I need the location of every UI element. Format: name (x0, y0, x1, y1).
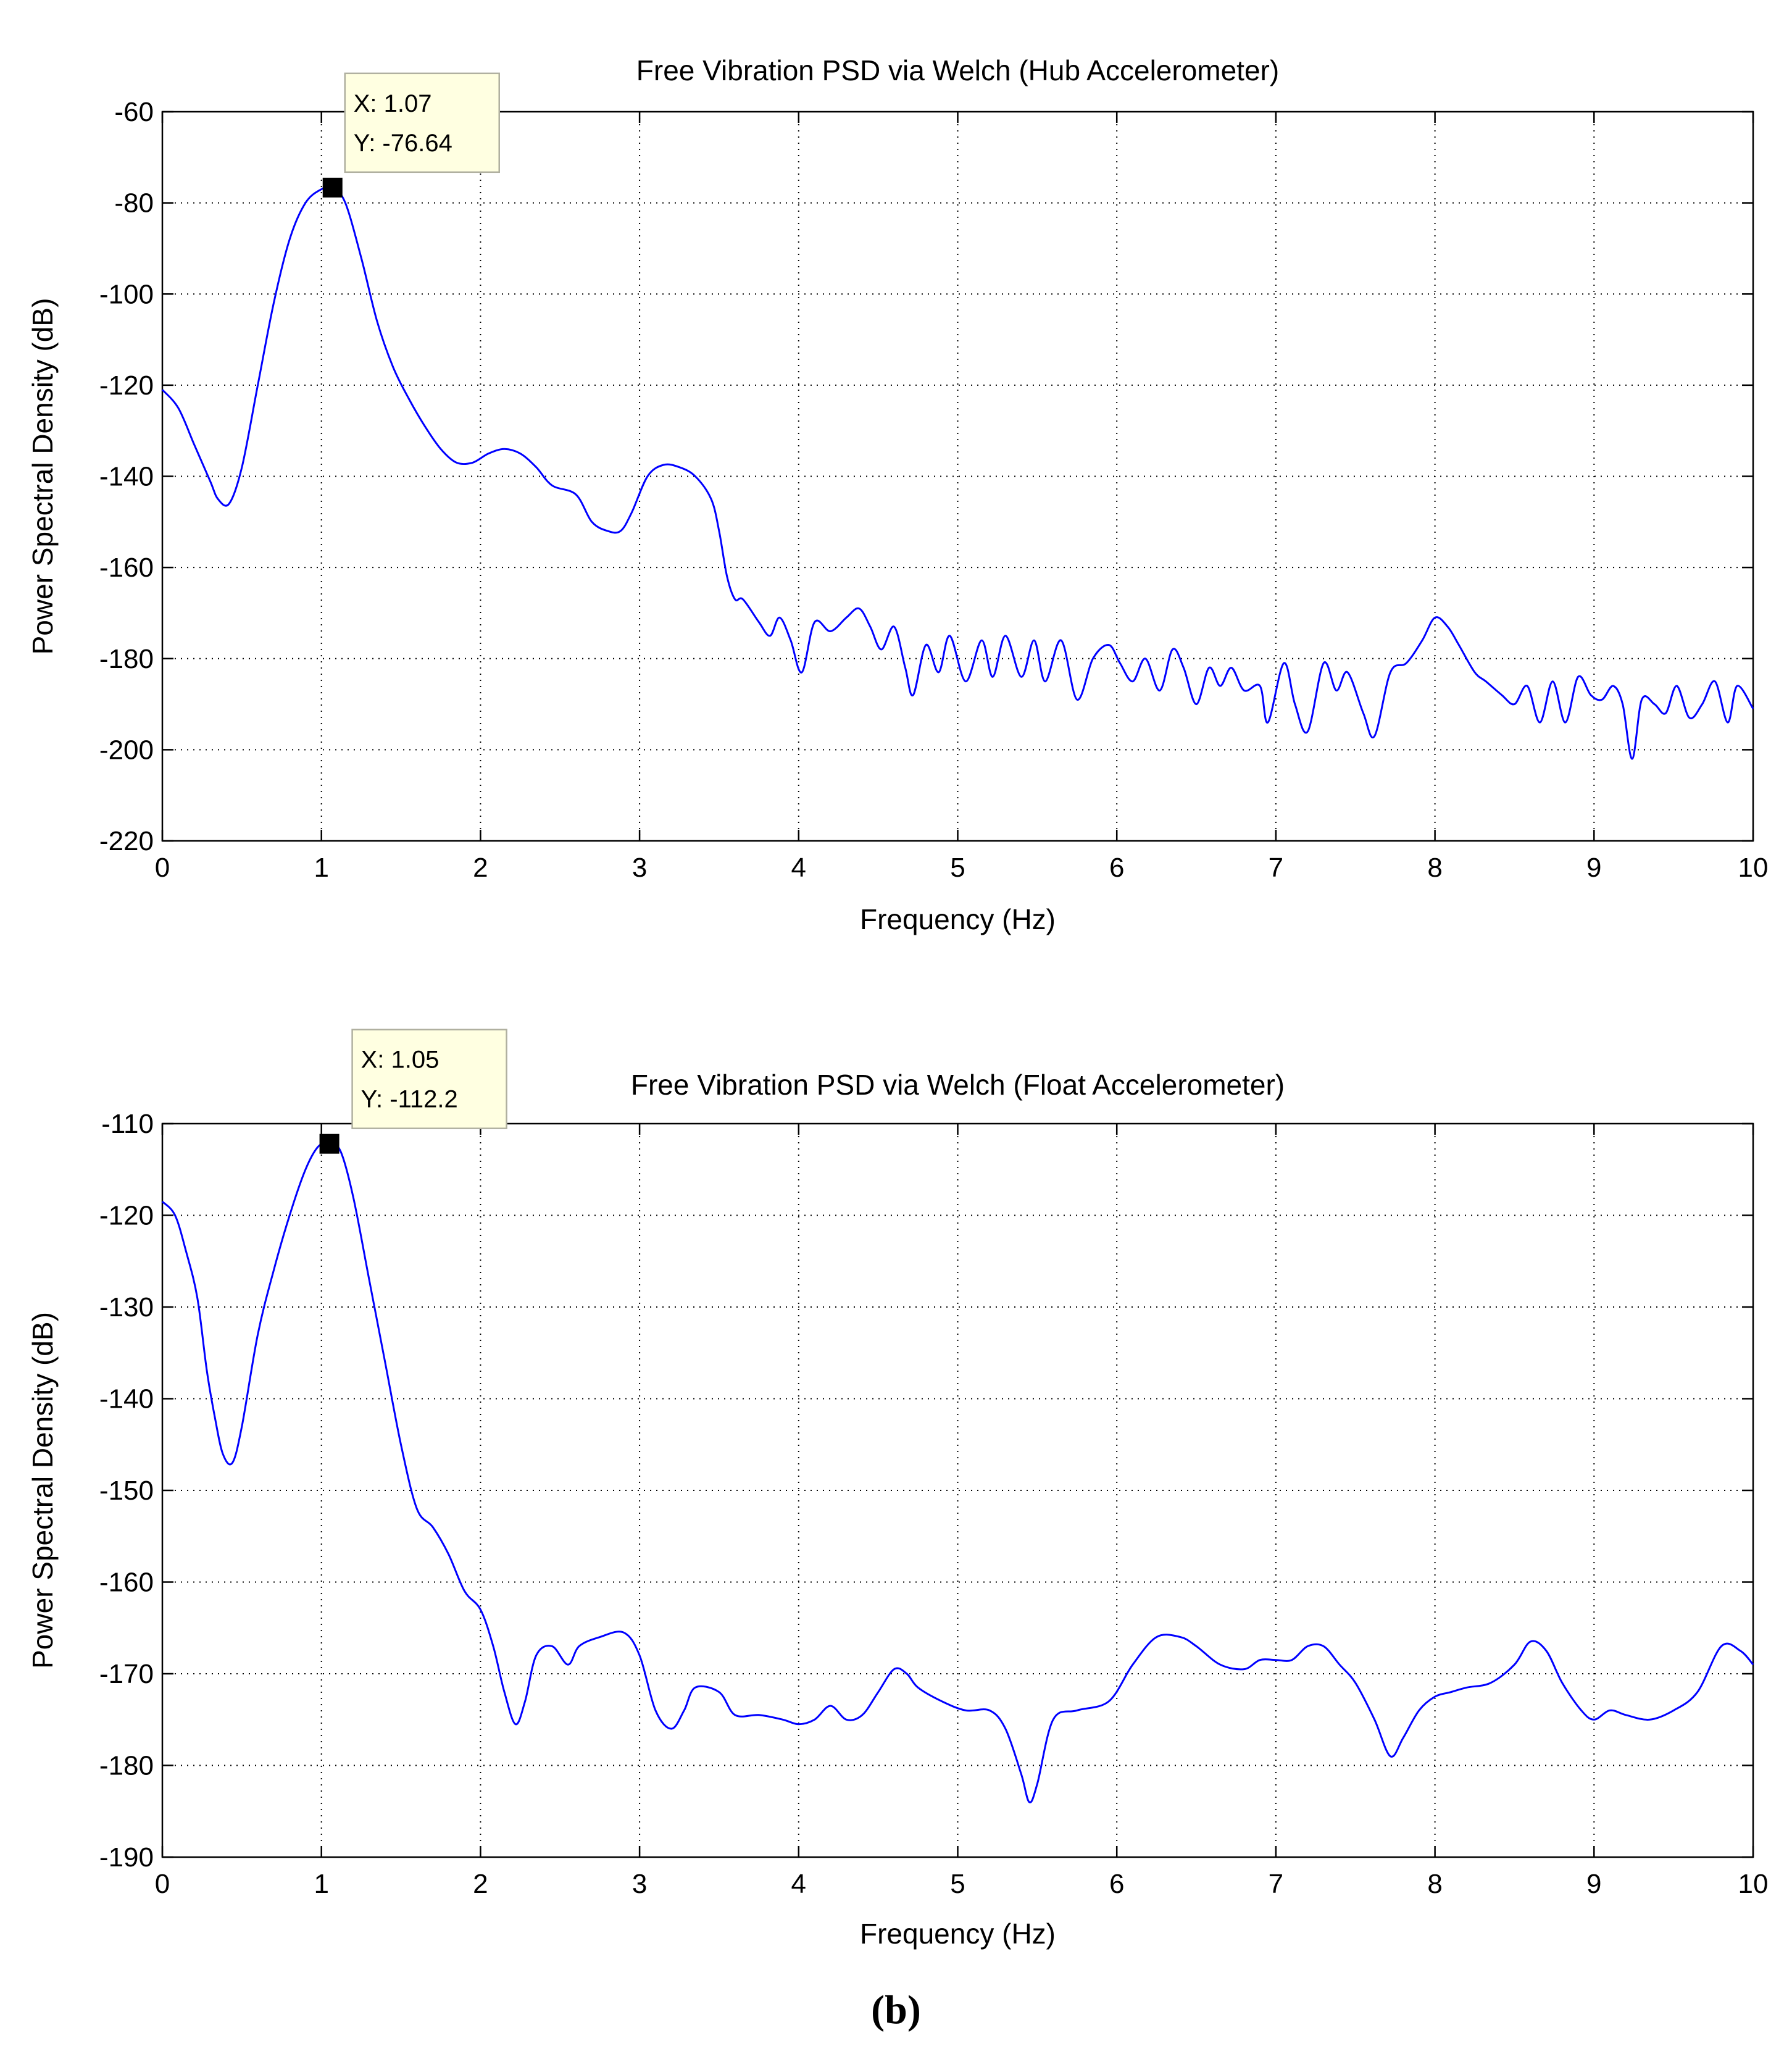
y-tick-label: -180 (99, 1751, 154, 1781)
data-tip-x: X: 1.05 (361, 1046, 440, 1074)
chart-title: Free Vibration PSD via Welch (Hub Accele… (636, 54, 1279, 86)
y-tick-label: -170 (99, 1659, 154, 1689)
y-tick-label: -220 (99, 826, 154, 856)
y-tick-label: -160 (99, 553, 154, 583)
y-tick-label: -180 (99, 644, 154, 674)
figure-caption: (b) (0, 1987, 1792, 2034)
x-tick-label: 3 (632, 1869, 647, 1899)
chart-title: Free Vibration PSD via Welch (Float Acce… (631, 1069, 1285, 1101)
series-line (161, 1142, 1754, 1803)
y-tick-label: -190 (99, 1842, 154, 1873)
x-tick-label: 7 (1269, 1869, 1283, 1899)
x-axis-label: Frequency (Hz) (860, 1918, 1056, 1950)
y-tick-label: -110 (101, 1109, 154, 1139)
y-axis-label: Power Spectral Density (dB) (27, 298, 59, 655)
x-tick-label: 9 (1586, 1869, 1601, 1899)
x-tick-label: 1 (314, 853, 328, 883)
chart-hub-accelerometer: 0 1 2 3 4 5 6 7 8 9 10 -60 -80 -100 -120 -140 -160 -180 -2… (27, 54, 1768, 935)
x-tick-label: 8 (1427, 853, 1442, 883)
x-tick-label: 10 (1738, 853, 1769, 883)
y-tick-label: -120 (99, 1201, 154, 1231)
x-tick-label: 6 (1109, 1869, 1124, 1899)
y-tick-label: -80 (114, 188, 154, 219)
x-tick-label: 5 (950, 853, 965, 883)
x-tick-label: 10 (1738, 1869, 1769, 1899)
x-axis-label: Frequency (Hz) (860, 903, 1056, 935)
x-tick-label: 4 (791, 853, 806, 883)
x-tick-label: 1 (314, 1869, 328, 1899)
data-tip-box (351, 1029, 507, 1129)
x-tick-label: 0 (155, 1869, 170, 1899)
y-tick-label: -160 (99, 1568, 154, 1598)
y-axis-label: Power Spectral Density (dB) (27, 1312, 59, 1669)
x-tick-label: 2 (473, 853, 488, 883)
y-tick-label: -130 (99, 1292, 154, 1322)
x-tick-label: 4 (791, 1869, 806, 1899)
x-tick-label: 0 (155, 853, 170, 883)
y-tick-label: -140 (99, 462, 154, 492)
x-tick-label: 8 (1427, 1869, 1442, 1899)
y-tick-label: -60 (114, 97, 154, 127)
y-tick-label: -150 (99, 1476, 154, 1506)
x-tick-label: 2 (473, 1869, 488, 1899)
x-tick-label: 9 (1586, 853, 1601, 883)
y-tick-label: -120 (99, 370, 154, 401)
x-tick-label: 7 (1269, 853, 1283, 883)
series-line (161, 185, 1754, 760)
y-tick-label: -200 (99, 735, 154, 765)
caption-label: (b) (871, 1987, 921, 2032)
data-cursor-marker[interactable] (322, 177, 343, 198)
chart-float-accelerometer: 0 1 2 3 4 5 6 7 8 9 10 -110 -120 -130 -140 -150 -160 -170… (27, 1029, 1769, 1950)
data-tip-box (344, 72, 500, 173)
data-tip-y: Y: -112.2 (361, 1086, 458, 1113)
y-tick-label: -140 (99, 1384, 154, 1414)
y-tick-label: -100 (99, 279, 154, 309)
x-tick-label: 3 (632, 853, 647, 883)
x-tick-label: 5 (950, 1869, 965, 1899)
data-tip-y: Y: -76.64 (354, 130, 452, 157)
x-tick-label: 6 (1109, 853, 1124, 883)
data-tip-x: X: 1.07 (354, 90, 432, 117)
data-cursor-marker[interactable] (319, 1134, 340, 1154)
